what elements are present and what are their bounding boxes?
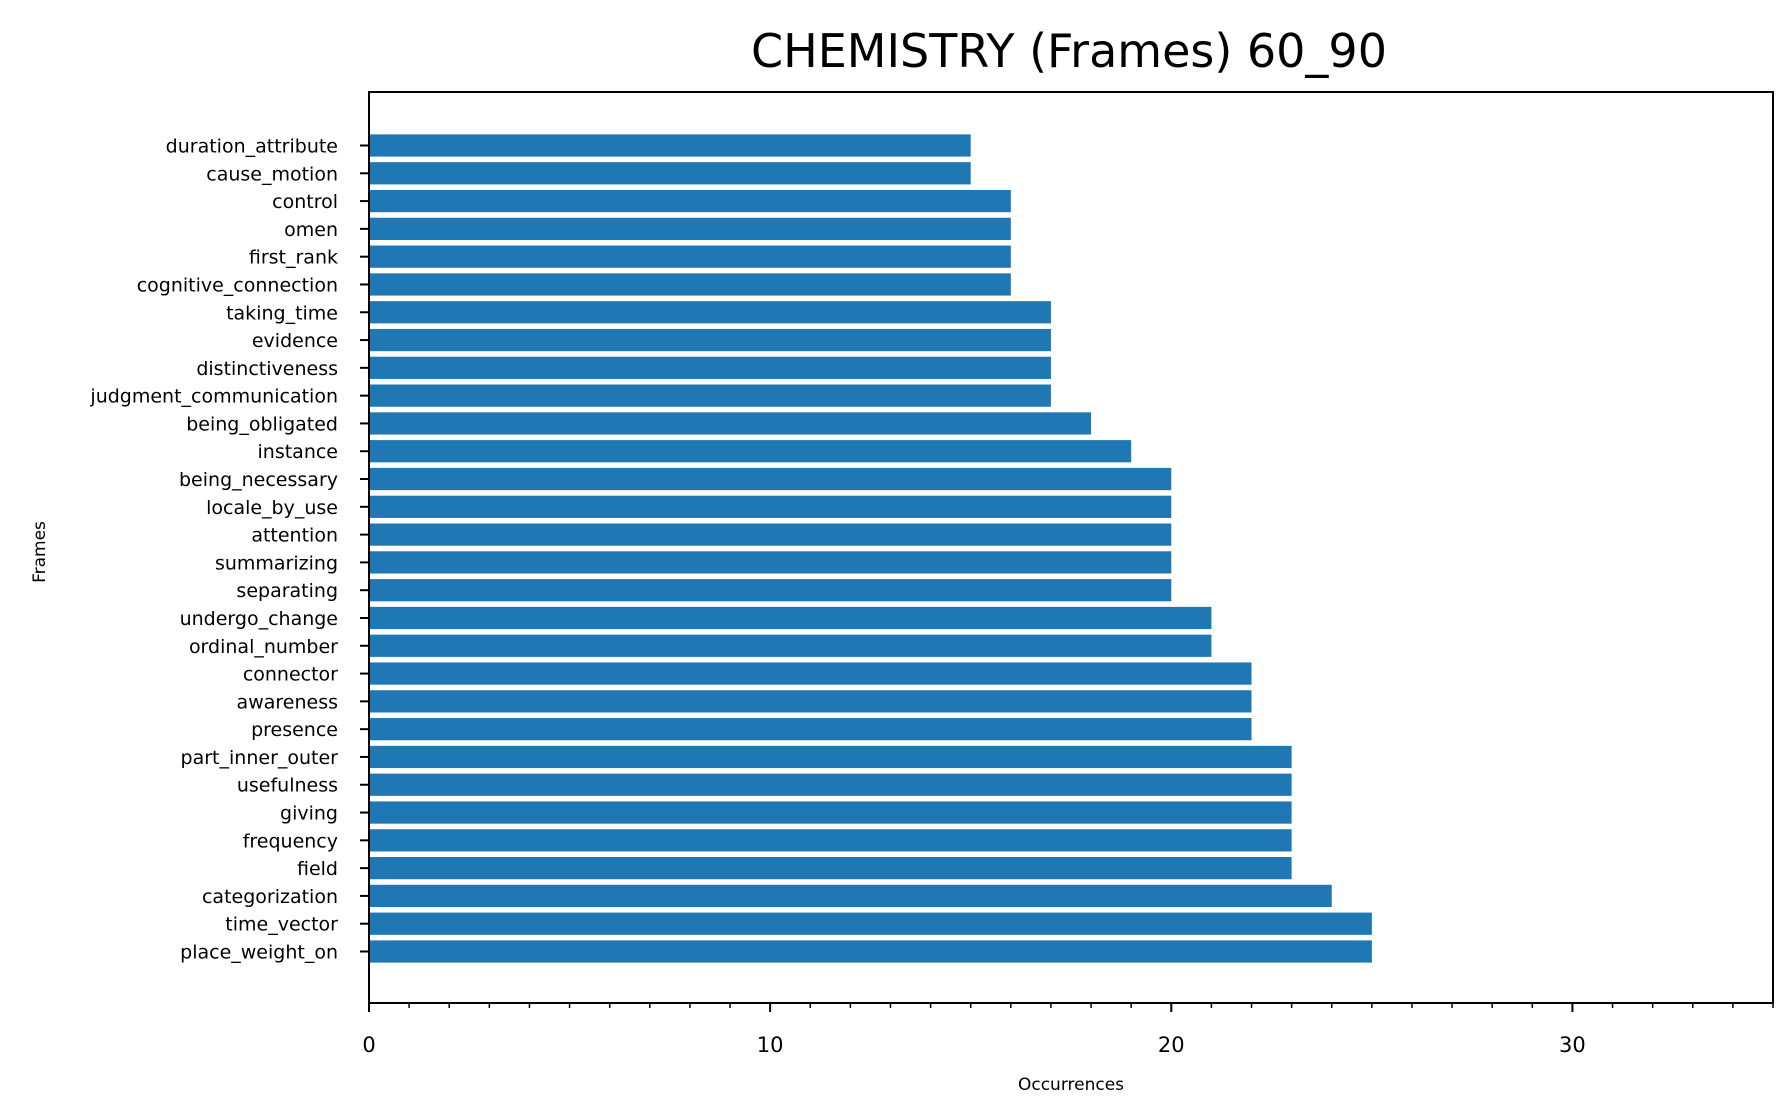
x-ticks: 0 10 20 30	[362, 1003, 1774, 1057]
bar-attention	[369, 523, 1172, 546]
x-axis-label: Occurrences	[1018, 1075, 1124, 1095]
y-tick-label: distinctiveness	[196, 358, 338, 380]
bar-categorization	[369, 884, 1332, 908]
y-tick-label: summarizing	[215, 552, 338, 574]
y-tick-label: undergo_change	[180, 608, 338, 630]
y-axis-label: Frames	[30, 521, 50, 583]
bars-group	[369, 134, 1372, 963]
y-tick-label: presence	[251, 719, 338, 741]
y-tick-label: time_vector	[225, 914, 338, 936]
y-tick-label: usefulness	[237, 775, 338, 797]
bar-judgment_communication	[369, 384, 1051, 407]
bar-locale_by_use	[369, 495, 1172, 518]
y-tick-label: cause_motion	[206, 163, 338, 185]
y-tick-label: judgment_communication	[89, 386, 338, 408]
bar-field	[369, 857, 1292, 880]
bar-summarizing	[369, 551, 1172, 574]
bar-evidence	[369, 328, 1051, 352]
bar-time_vector	[369, 912, 1372, 935]
y-tick-label: giving	[280, 803, 338, 825]
y-tick-label: place_weight_on	[180, 942, 338, 964]
bar-part_inner_outer	[369, 745, 1292, 769]
bar-awareness	[369, 690, 1252, 713]
y-tick-label: separating	[236, 580, 338, 602]
bar-cause_motion	[369, 162, 971, 185]
y-tick-label: frequency	[243, 830, 338, 852]
y-tick-label: first_rank	[249, 247, 338, 269]
y-tick-label: attention	[251, 525, 338, 547]
y-tick-label: evidence	[252, 330, 338, 352]
bar-ordinal_number	[369, 634, 1212, 657]
bar-undergo_change	[369, 606, 1212, 630]
y-tick-label: instance	[258, 441, 339, 463]
bar-connector	[369, 662, 1252, 685]
chart-title: CHEMISTRY (Frames) 60_90	[751, 24, 1387, 78]
x-tick-label: 30	[1559, 1033, 1586, 1057]
bar-first_rank	[369, 245, 1011, 268]
bar-cognitive_connection	[369, 273, 1011, 296]
y-tick-label: part_inner_outer	[181, 747, 339, 769]
y-tick-label: control	[272, 191, 338, 213]
bar-giving	[369, 801, 1292, 824]
x-tick-label: 10	[757, 1033, 784, 1057]
y-tick-label: field	[297, 858, 338, 880]
y-tick-label: being_obligated	[186, 413, 338, 435]
x-tick-label: 0	[362, 1033, 375, 1057]
y-tick-label: awareness	[237, 691, 338, 713]
bar-control	[369, 189, 1011, 213]
bar-instance	[369, 440, 1132, 463]
bar-place_weight_on	[369, 940, 1372, 963]
x-tick-label: 20	[1158, 1033, 1185, 1057]
bar-distinctiveness	[369, 356, 1051, 379]
bar-omen	[369, 217, 1011, 240]
bar-usefulness	[369, 773, 1292, 796]
bar-duration_attribute	[369, 134, 971, 157]
bar-taking_time	[369, 301, 1051, 324]
bar-presence	[369, 718, 1252, 741]
y-tick-label: categorization	[202, 886, 338, 908]
bar-being_obligated	[369, 412, 1092, 435]
y-tick-label: being_necessary	[179, 469, 338, 491]
y-tick-label: taking_time	[226, 302, 338, 324]
y-tick-label: omen	[284, 219, 338, 241]
bar-separating	[369, 579, 1172, 602]
bar-frequency	[369, 829, 1292, 852]
y-tick-label: duration_attribute	[166, 136, 338, 158]
y-tick-label: locale_by_use	[206, 497, 338, 519]
y-tick-label: cognitive_connection	[137, 274, 338, 296]
y-tick-label: connector	[243, 664, 338, 686]
bar-being_necessary	[369, 467, 1172, 491]
y-tick-label: ordinal_number	[189, 636, 338, 658]
plot-area-frame	[368, 91, 1774, 1004]
